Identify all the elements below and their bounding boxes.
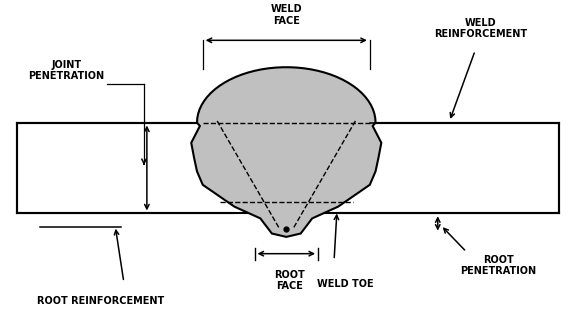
Text: ROOT
PENETRATION: ROOT PENETRATION bbox=[460, 255, 536, 276]
Polygon shape bbox=[191, 67, 381, 237]
Text: ROOT
FACE: ROOT FACE bbox=[274, 270, 305, 291]
Text: WELD
FACE: WELD FACE bbox=[271, 4, 302, 26]
Text: WELD TOE: WELD TOE bbox=[317, 279, 374, 289]
Text: WELD
REINFORCEMENT: WELD REINFORCEMENT bbox=[434, 18, 528, 39]
Text: JOINT
PENETRATION: JOINT PENETRATION bbox=[28, 60, 104, 81]
Text: ROOT REINFORCEMENT: ROOT REINFORCEMENT bbox=[37, 296, 164, 306]
Bar bbox=[17, 123, 559, 213]
